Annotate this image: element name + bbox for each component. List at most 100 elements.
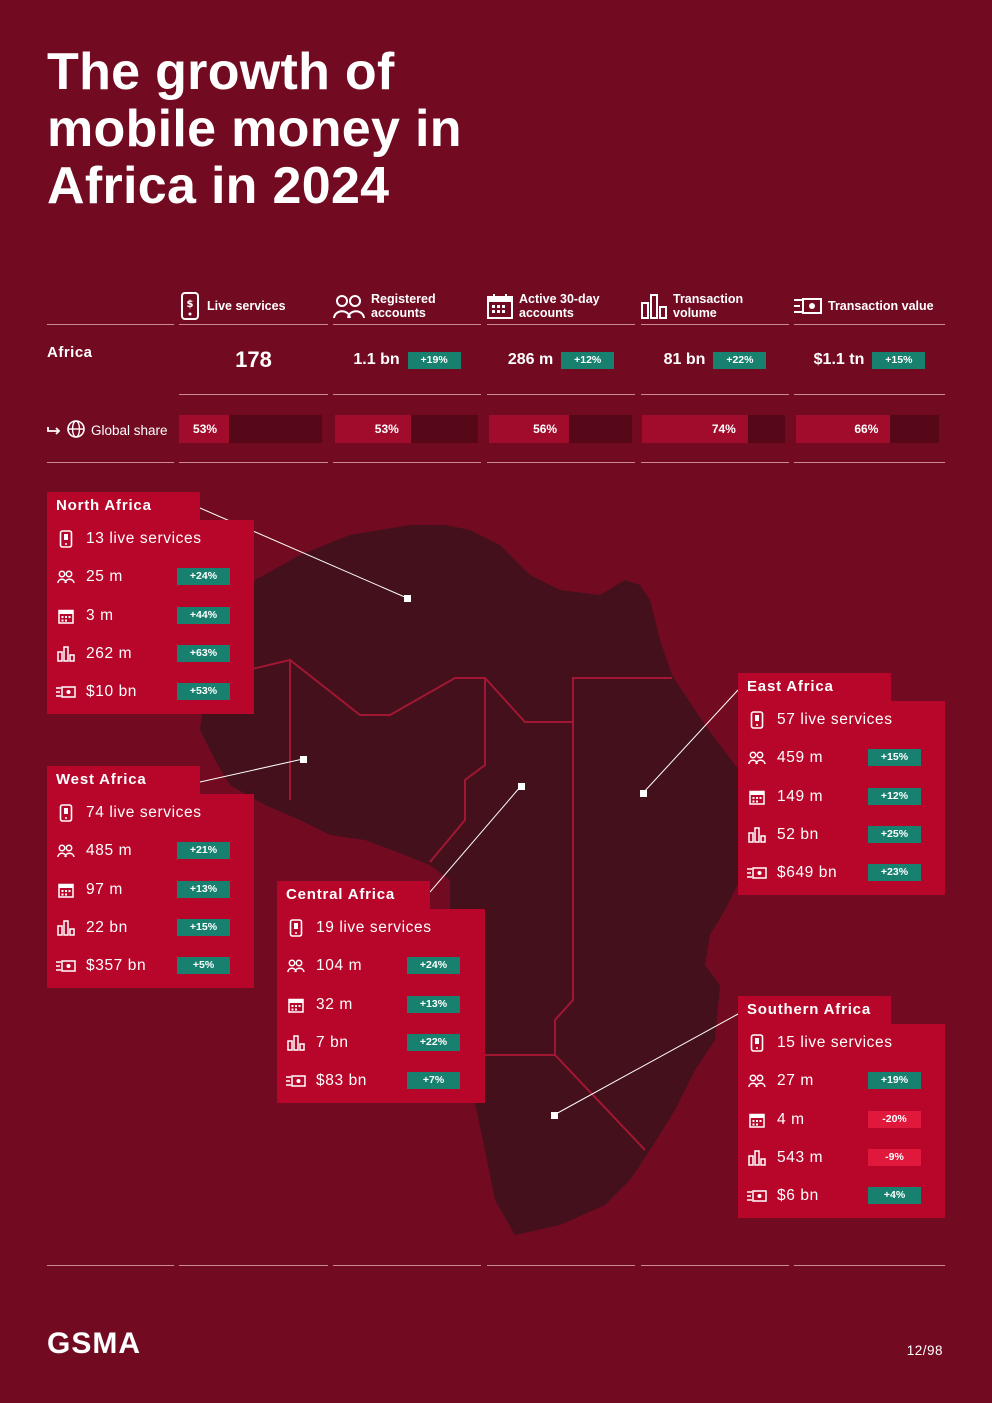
change-badge: +7% (407, 1072, 460, 1089)
region-stat-text: 104 m (316, 957, 363, 974)
region-live-services: 15 live services (747, 1031, 893, 1055)
arrow-right-icon (47, 423, 61, 438)
share-fill (489, 415, 570, 443)
bar-chart-icon (747, 1148, 767, 1168)
change-badge: +12% (561, 351, 615, 369)
region-stat-text: 27 m (777, 1072, 814, 1089)
users-icon (56, 567, 76, 587)
bar-chart-icon (56, 644, 76, 664)
region-live-services: 13 live services (56, 527, 202, 551)
cash-transfer-icon (56, 682, 76, 702)
bar-chart-icon (286, 1033, 306, 1053)
region-active-accounts: 3 m +44% (56, 604, 230, 628)
change-badge: +13% (407, 996, 460, 1013)
divider (794, 394, 945, 395)
global-share-bar-2: 56% (489, 415, 632, 443)
leader-line-east (642, 689, 739, 794)
region-registered-accounts: 25 m +24% (56, 565, 230, 589)
stat-value: 1.1 bn (353, 351, 400, 368)
change-badge: +22% (713, 351, 767, 369)
map-marker-central (518, 783, 525, 790)
mobile-dollar-icon (56, 529, 76, 549)
global-share-bar-0: 53% (179, 415, 322, 443)
divider (179, 394, 328, 395)
region-live-services: 57 live services (747, 708, 893, 732)
change-badge: +22% (407, 1034, 460, 1051)
stat-value: 81 bn (663, 351, 706, 368)
map-marker-west (300, 756, 307, 763)
change-badge: -20% (868, 1111, 921, 1128)
global-share-text: Global share (91, 423, 168, 438)
region-transaction-volume: 22 bn +15% (56, 916, 230, 940)
divider (794, 324, 945, 325)
calendar-icon (487, 292, 513, 320)
users-icon (286, 956, 306, 976)
column-header-label: Live services (207, 299, 286, 313)
divider (641, 1265, 789, 1266)
global-share-bar-4: 66% (796, 415, 939, 443)
change-badge: +21% (177, 842, 230, 859)
calendar-icon (56, 606, 76, 626)
column-header-label: Registered accounts (371, 292, 436, 320)
divider (794, 1265, 945, 1266)
mobile-dollar-icon (286, 918, 306, 938)
cash-transfer-icon (286, 1071, 306, 1091)
divider (333, 462, 481, 463)
divider (487, 1265, 635, 1266)
share-fill (796, 415, 891, 443)
svg-text:$: $ (187, 299, 194, 310)
divider (641, 394, 789, 395)
divider (333, 394, 481, 395)
region-transaction-volume: 262 m +63% (56, 642, 230, 666)
africa-live-services: 178 (179, 346, 328, 374)
region-transaction-volume: 7 bn +22% (286, 1031, 460, 1055)
column-header-registered-accounts: Registered accounts (333, 290, 481, 322)
region-stat-text: 485 m (86, 842, 133, 859)
region-live-services: 19 live services (286, 916, 432, 940)
map-marker-north (404, 595, 411, 602)
cash-transfer-icon (56, 956, 76, 976)
region-stat-text: 22 bn (86, 919, 128, 936)
region-active-accounts: 97 m +13% (56, 878, 230, 902)
region-stat-text: 19 live services (316, 919, 432, 936)
change-badge: +19% (407, 351, 461, 369)
change-badge: +13% (177, 881, 230, 898)
stat-value: 178 (235, 347, 272, 372)
users-icon (333, 292, 365, 320)
column-header-label: Transaction volume (673, 292, 744, 320)
region-transaction-value: $357 bn +5% (56, 954, 230, 978)
change-badge: -9% (868, 1149, 921, 1166)
change-badge: +24% (407, 957, 460, 974)
share-value: 56% (533, 422, 558, 436)
region-title: Central Africa (277, 881, 430, 909)
region-title: East Africa (738, 673, 891, 701)
share-value: 53% (193, 422, 218, 436)
africa-transaction-value: $1.1 tn +15% (794, 346, 945, 374)
region-transaction-volume: 543 m -9% (747, 1146, 921, 1170)
region-stat-text: 52 bn (777, 826, 819, 843)
change-badge: +15% (872, 351, 926, 369)
divider (47, 462, 174, 463)
region-stat-text: 543 m (777, 1149, 824, 1166)
region-registered-accounts: 459 m +15% (747, 746, 921, 770)
gsma-logo: GSMA (47, 1327, 141, 1360)
region-card-north-africa: North Africa 13 live services 25 m +24% … (47, 492, 254, 714)
calendar-icon (286, 995, 306, 1015)
change-badge: +63% (177, 645, 230, 662)
region-stat-text: 3 m (86, 607, 114, 624)
region-stat-text: 25 m (86, 568, 123, 585)
africa-registered-accounts: 1.1 bn +19% (333, 346, 481, 374)
divider (487, 462, 635, 463)
region-borders (204, 658, 672, 1151)
mobile-dollar-icon: $ (179, 292, 201, 320)
mobile-dollar-icon (747, 710, 767, 730)
share-value: 53% (374, 422, 399, 436)
column-header-label: Transaction value (828, 299, 934, 313)
divider (641, 462, 789, 463)
region-stat-text: 459 m (777, 749, 824, 766)
region-active-accounts: 32 m +13% (286, 993, 460, 1017)
region-stat-text: $6 bn (777, 1187, 819, 1204)
region-stat-text: 149 m (777, 788, 824, 805)
page-number: 12/98 (906, 1343, 943, 1358)
